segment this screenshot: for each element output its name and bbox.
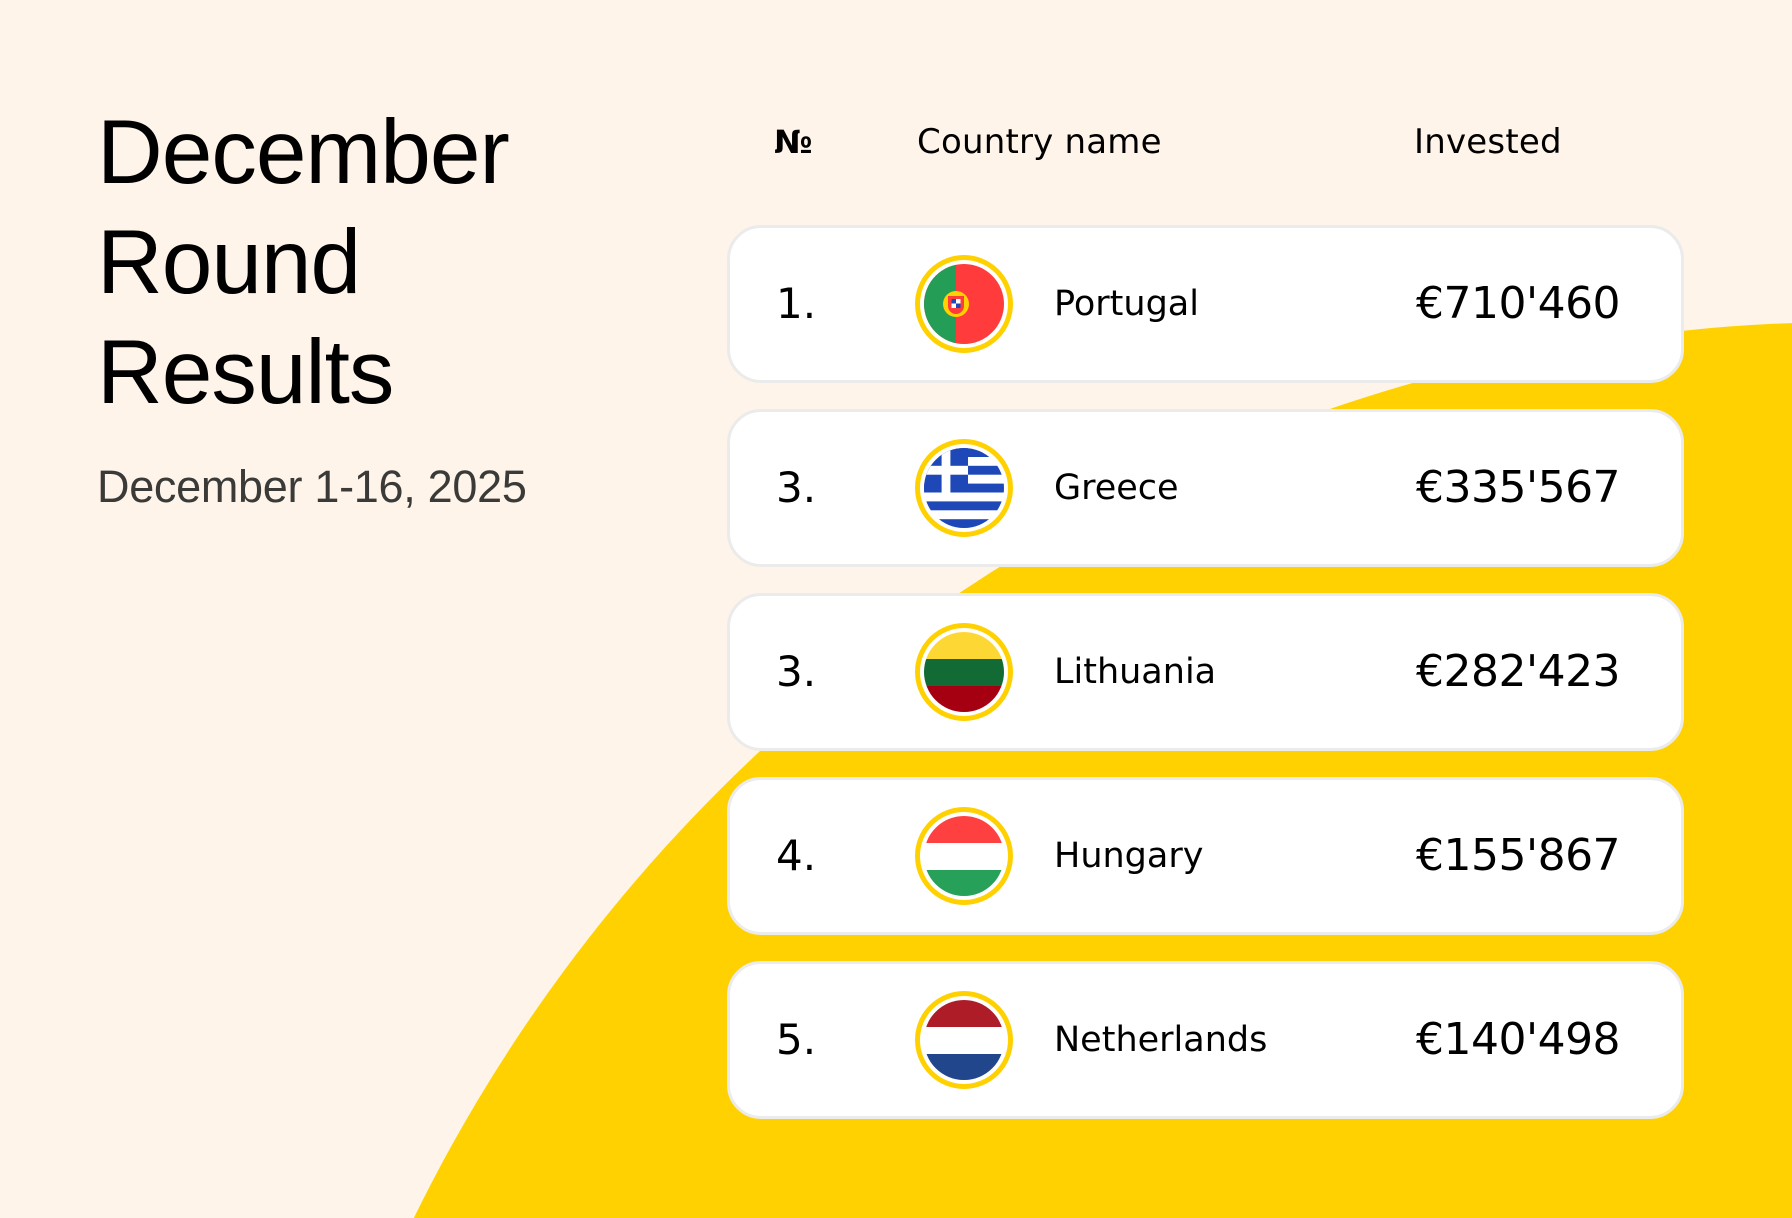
hungary-flag-icon (915, 807, 1013, 905)
rank-number: 3. (776, 463, 817, 512)
column-header-country: Country name (917, 122, 1162, 162)
invested-amount: €155'867 (1416, 830, 1621, 881)
table-row: 3. Lithuania €282'423 (727, 593, 1684, 751)
page-title: December Round Results (97, 98, 510, 428)
table-row: 5. Netherlands €140'498 (727, 961, 1684, 1119)
country-name: Portugal (1054, 284, 1199, 324)
title-line-1: December (97, 102, 510, 203)
country-name: Hungary (1054, 836, 1204, 876)
country-name: Greece (1054, 468, 1179, 508)
title-line-3: Results (97, 322, 394, 423)
lithuania-flag-icon (915, 623, 1013, 721)
table-row: 1. Portugal €710'460 (727, 225, 1684, 383)
country-name: Lithuania (1054, 652, 1217, 692)
netherlands-flag-icon (915, 991, 1013, 1089)
country-name: Netherlands (1054, 1020, 1268, 1060)
greece-flag-icon (915, 439, 1013, 537)
table-row: 4. Hungary €155'867 (727, 777, 1684, 935)
invested-amount: €710'460 (1416, 278, 1621, 329)
invested-amount: €335'567 (1416, 462, 1621, 513)
table-row: 3. Greece €335'567 (727, 409, 1684, 567)
title-line-2: Round (97, 212, 361, 313)
rank-number: 4. (776, 831, 817, 880)
table-header: № Country name Invested (0, 120, 1792, 164)
portugal-flag-icon (915, 255, 1013, 353)
column-header-invested: Invested (1414, 122, 1562, 162)
rank-number: 3. (776, 647, 817, 696)
date-range-subtitle: December 1-16, 2025 (97, 461, 527, 512)
invested-amount: €282'423 (1416, 646, 1621, 697)
rank-number: 1. (776, 279, 817, 328)
rank-number: 5. (776, 1015, 817, 1064)
column-header-number: № (774, 123, 813, 161)
invested-amount: €140'498 (1416, 1014, 1621, 1065)
